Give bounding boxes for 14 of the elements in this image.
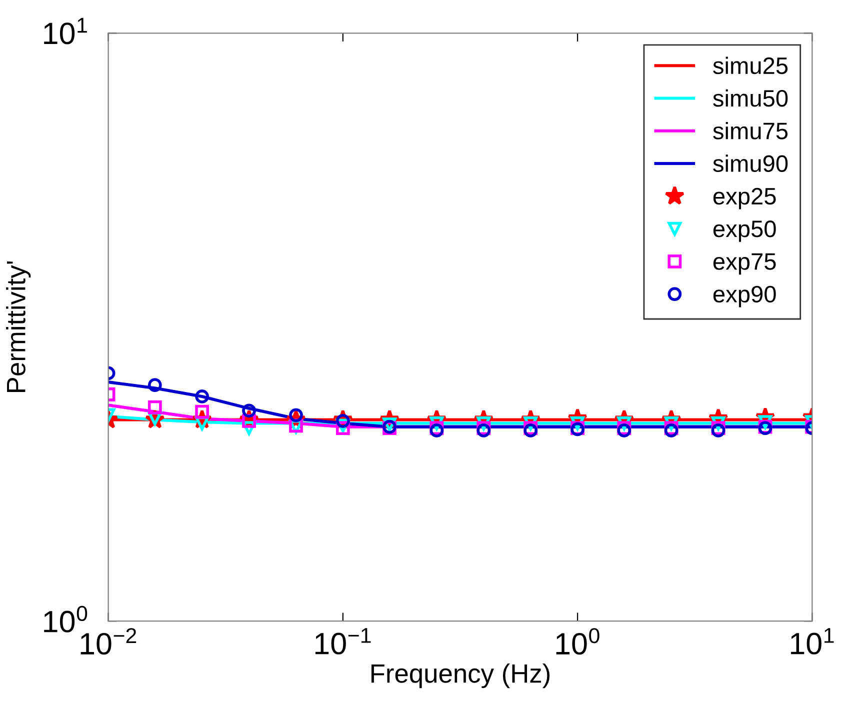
legend-label: exp50 (713, 220, 776, 242)
x-axis-title: Frequency (Hz) (371, 663, 550, 688)
legend-label: simu75 (713, 122, 788, 140)
x-tick-label: 10$^{1}$ (790, 628, 834, 654)
legend-label: exp25 (713, 188, 776, 210)
legend-label: simu25 (713, 56, 788, 74)
legend-label: exp90 (713, 286, 776, 308)
legend-label: simu90 (713, 154, 788, 172)
x-tick-label: 10$^{−2}$ (80, 628, 136, 655)
x-tick-label: 10$^{0}$ (556, 628, 600, 655)
legend-label: simu50 (713, 89, 788, 107)
x-tick-label: 10$^{−1}$ (315, 628, 371, 654)
legend-label: exp75 (713, 253, 776, 275)
y-axis-title: Permittivity' (6, 261, 31, 392)
